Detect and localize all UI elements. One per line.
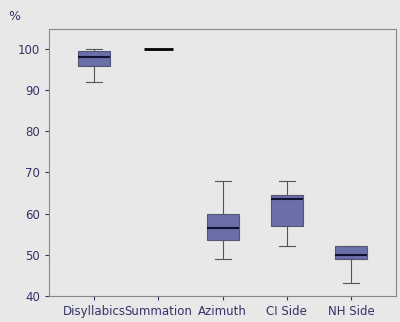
PathPatch shape xyxy=(335,246,367,259)
Text: %: % xyxy=(8,10,20,23)
PathPatch shape xyxy=(271,195,303,226)
PathPatch shape xyxy=(78,51,110,66)
PathPatch shape xyxy=(206,213,239,240)
